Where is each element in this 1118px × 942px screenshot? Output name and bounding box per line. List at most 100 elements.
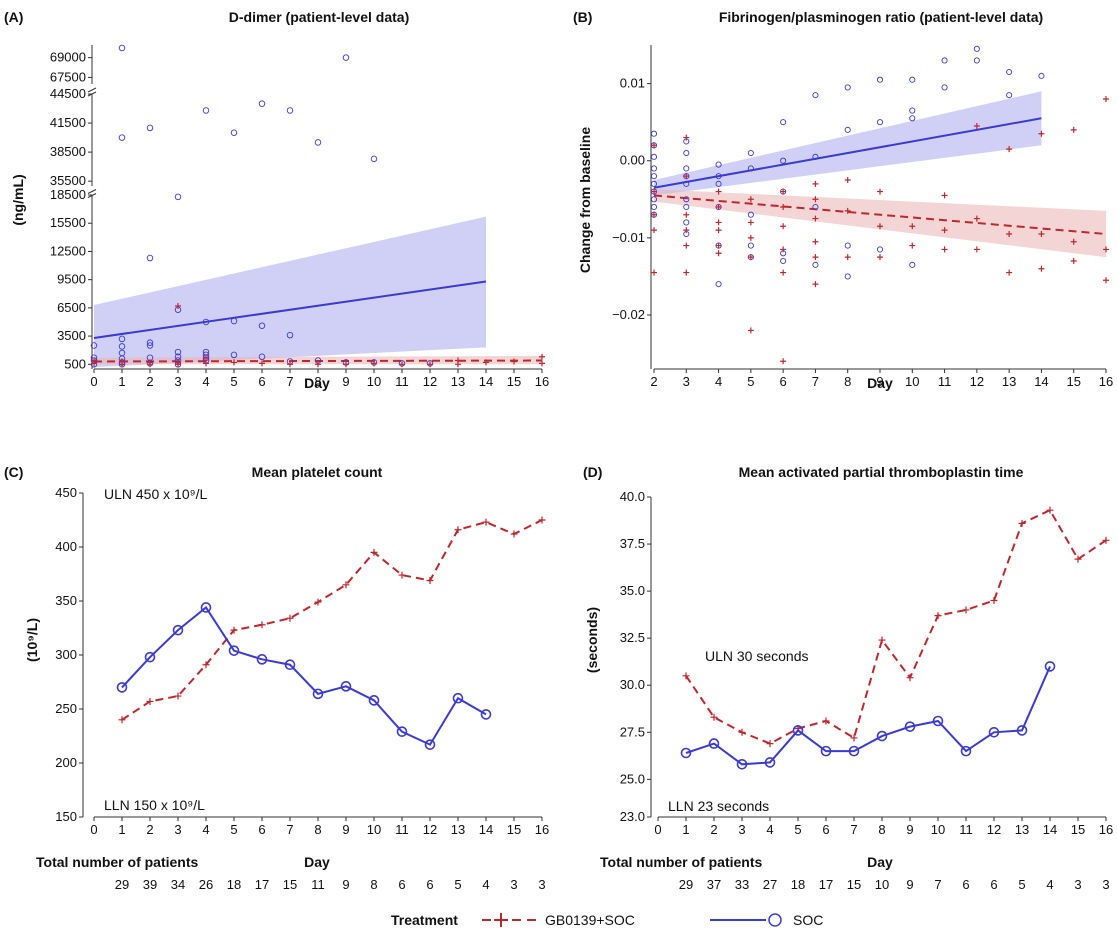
panel-c-x-tick-label: 9 [342, 822, 349, 837]
panel-a-gb0139-point [427, 361, 433, 368]
panel-a-gb0139-point [483, 359, 489, 366]
panel-b-x-tick-label: 8 [844, 374, 851, 389]
panel-a-soc-point [258, 322, 266, 329]
panel-a-gb0139-point [455, 361, 461, 368]
panel-a-x-tick-label: 13 [451, 374, 465, 389]
panel-a-y-tick-label: 69000 [50, 50, 86, 65]
panel-b-soc-point [683, 203, 690, 211]
panel-b-soc-point [715, 173, 722, 180]
panel-b-gb0139-point [715, 242, 722, 249]
panel-b-x-tick-label: 14 [1034, 374, 1048, 389]
panel-b-x-tick-label: 5 [747, 374, 754, 389]
panel-d-patient-count: 33 [735, 877, 749, 892]
panel-b-soc-point [747, 165, 754, 172]
panel-d-gb0139-point [766, 740, 774, 748]
panel-d-gb0139-point [738, 728, 746, 736]
panel-c-x-tick-label: 5 [230, 822, 237, 837]
panel-c-label: (C) [4, 464, 23, 480]
panel-d-patient-count: 3 [1102, 877, 1109, 892]
panel-c-gb0139-point [258, 621, 266, 629]
panel-c-soc-series-line [121, 606, 487, 746]
panel-b-x-tick-label: 7 [812, 374, 819, 389]
panel-b-soc-point [909, 115, 916, 122]
panel-b-label: (B) [573, 9, 592, 25]
panel-a-gb0139-point [203, 360, 209, 367]
panel-c-gb0139-point [454, 526, 462, 534]
panel-d-gb0139-point [682, 672, 690, 680]
panel-c-x-tick-label: 16 [535, 822, 549, 837]
panel-a-y-label: (ng/mL) [10, 174, 26, 225]
panel-a-soc-point [118, 44, 126, 52]
panel-d-soc-point [708, 738, 720, 749]
panel-b-x-tick-label: 9 [876, 374, 883, 389]
panel-c-gb0139-point [230, 626, 238, 634]
panel-c-x-tick-label: 6 [258, 822, 265, 837]
panel-d-x-tick-label: 10 [931, 822, 945, 837]
panel-a-gb0139-point [175, 302, 181, 309]
panel-d-patient-count: 9 [906, 877, 913, 892]
panel-c-x-tick-label: 10 [367, 822, 381, 837]
panel-b-soc-point [973, 45, 980, 52]
panel-b-gb0139-point [683, 269, 690, 276]
panel-b-soc-point [941, 57, 948, 64]
panel-a-x-tick-label: 15 [507, 374, 521, 389]
panel-a-x-tick-label: 11 [395, 374, 409, 389]
panel-b-gb0139-fit-line [653, 194, 1107, 235]
panel-c-uln-note: ULN 450 x 10⁹/L [104, 486, 207, 502]
panel-a-x-tick-label: 14 [479, 374, 493, 389]
panel-b-gb0139-point [651, 227, 657, 234]
panel-c-soc-point [284, 659, 296, 671]
panel-b-gb0139-point [683, 242, 690, 249]
panel-c-patient-count: 9 [342, 877, 349, 892]
panel-b-gb0139-point [715, 227, 722, 234]
panel-c-patients-header: Total number of patients [36, 854, 199, 870]
panel-d-patient-count: 37 [707, 877, 721, 892]
panel-a-chart: (A) D-dimer (patient-level data) Day (ng… [4, 9, 549, 391]
panel-b-gb0139-point [683, 227, 690, 234]
panel-d-soc-point [820, 745, 832, 757]
panel-b-gb0139-point [715, 219, 722, 226]
panel-b-gb0139-point [747, 327, 754, 334]
panel-c-gb0139-point [342, 581, 350, 589]
panel-d-patient-count: 17 [819, 877, 833, 892]
panel-b-soc-point [812, 92, 819, 99]
panel-b-soc-point [780, 119, 787, 126]
panel-a-x-tick-label: 10 [367, 374, 381, 389]
panel-c-y-tick-label: 200 [55, 755, 77, 770]
panel-b-gb0139-point [973, 123, 980, 129]
panel-a-x-tick-label: 9 [342, 374, 349, 389]
panel-d-x-tick-label: 14 [1043, 822, 1057, 837]
panel-a-x-tick-label: 2 [146, 374, 153, 389]
panel-d-soc-point [960, 745, 972, 757]
panel-b-soc-point [844, 84, 851, 91]
panel-a-gb0139-point [539, 360, 545, 367]
panel-b-gb0139-point [747, 254, 754, 261]
panel-b-gb0139-point [780, 188, 787, 195]
panel-d-lln-note: LLN 23 seconds [668, 798, 769, 814]
panel-a-y-tick-label: 9500 [57, 272, 86, 287]
panel-b-gb0139-point [812, 196, 819, 203]
panel-b-soc-point [650, 203, 658, 211]
panel-a-soc-point [342, 54, 350, 61]
panel-a-x-tick-label: 6 [258, 374, 265, 389]
panel-a-label: (A) [4, 9, 23, 25]
panel-d-x-tick-label: 4 [766, 822, 773, 837]
panel-a-gb0139-point [399, 361, 405, 368]
panel-b-soc-point [747, 242, 754, 249]
panel-d-y-tick-label: 37.5 [620, 536, 645, 551]
panel-a-soc-point [286, 107, 294, 114]
panel-b-gb0139-point [747, 219, 754, 226]
panel-c-patient-count: 3 [510, 877, 517, 892]
panel-b-gb0139-point [877, 254, 883, 261]
legend-soc-label: SOC [793, 912, 823, 928]
panel-b-gb0139-point [812, 254, 819, 261]
panel-c-patient-count: 17 [255, 877, 269, 892]
panel-b-gb0139-point [747, 234, 754, 241]
panel-c-y-tick-label: 350 [55, 593, 77, 608]
panel-b-soc-point [683, 149, 690, 157]
panel-b-gb0139-point [651, 211, 657, 218]
panel-b-soc-point [683, 219, 690, 226]
panel-a-y-tick-label: 35500 [50, 173, 86, 188]
panel-d-patient-count: 5 [1018, 877, 1025, 892]
panel-d-gb0139-point [878, 636, 886, 644]
